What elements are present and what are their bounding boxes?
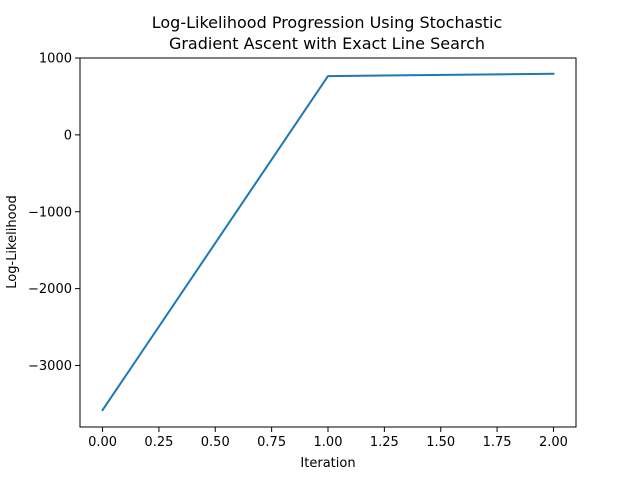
y-tick-label: 1000 xyxy=(39,52,72,67)
series-line xyxy=(101,72,555,412)
x-tick-label: 0.50 xyxy=(201,435,230,450)
chart-title-line-2: Gradient Ascent with Exact Line Search xyxy=(169,34,485,53)
x-tick-label: 1.75 xyxy=(483,435,512,450)
x-tick-label: 0.75 xyxy=(257,435,286,450)
chart-title-line-1: Log-Likelihood Progression Using Stochas… xyxy=(152,13,503,32)
x-tick-label: 1.00 xyxy=(314,435,343,450)
x-tick-label: 1.25 xyxy=(370,435,399,450)
y-tick-label: 0 xyxy=(64,128,72,143)
y-tick-label: −2000 xyxy=(28,282,72,297)
x-axis-label: Iteration xyxy=(300,456,355,471)
x-tick-label: 0.00 xyxy=(88,435,117,450)
y-tick-label: −3000 xyxy=(28,359,72,374)
x-tick-label: 2.00 xyxy=(539,435,568,450)
y-axis-ticks: −3000 −2000 −1000 0 1000 xyxy=(28,52,80,374)
y-tick-label: −1000 xyxy=(28,205,72,220)
plot-area-frame xyxy=(79,57,577,428)
x-tick-label: 1.50 xyxy=(426,435,455,450)
x-axis-ticks: 0.00 0.25 0.50 0.75 1.00 1.25 1.50 1.75 2.00 xyxy=(88,427,568,450)
x-tick-label: 0.25 xyxy=(144,435,173,450)
y-axis-label: Log-Likelihood xyxy=(5,195,20,288)
